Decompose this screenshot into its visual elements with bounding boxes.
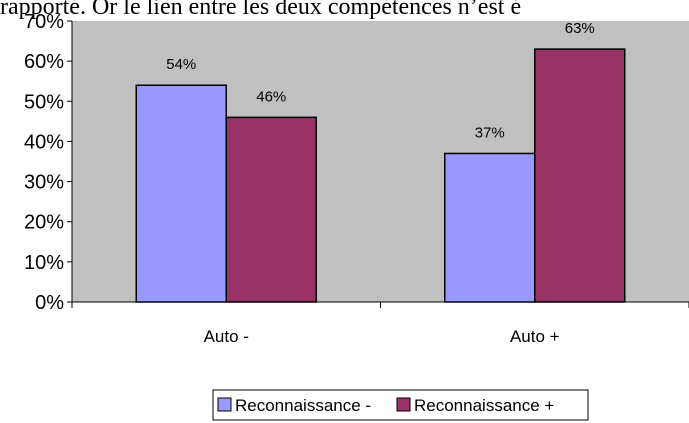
legend-swatch [217, 397, 232, 412]
bar [444, 152, 536, 303]
bars [135, 48, 626, 303]
x-axis: Auto - Auto + [71, 301, 689, 346]
y-tick-label: 70% [24, 11, 64, 33]
legend-swatch [396, 397, 411, 412]
legend: Reconnaissance - Reconnaissance + [212, 389, 589, 421]
bar [534, 48, 626, 303]
y-tick-label: 0% [35, 292, 64, 314]
bar [225, 116, 317, 303]
y-tick-label: 40% [24, 131, 64, 153]
header-text: rapporté. Or le lien entre les deux comp… [0, 0, 522, 20]
bar-data-label: 37% [475, 124, 505, 141]
bar-data-label: 46% [256, 88, 286, 105]
data-labels: 54% 46% 37% 63% [166, 20, 595, 141]
y-tick-label: 10% [24, 252, 64, 274]
y-tick-label: 20% [24, 212, 64, 234]
y-tick-label: 30% [24, 172, 64, 194]
bar-data-label: 63% [565, 20, 595, 37]
x-category-label: Auto + [510, 327, 560, 346]
legend-label: Reconnaissance + [414, 396, 554, 415]
bar [135, 84, 227, 303]
legend-label: Reconnaissance - [235, 396, 371, 415]
bar-data-label: 54% [166, 56, 196, 73]
y-axis: 0% 10% 20% 30% 40% 50% 60% 70% [24, 11, 73, 314]
y-tick-label: 50% [24, 91, 64, 113]
x-category-label: Auto - [204, 327, 249, 346]
y-tick-label: 60% [24, 51, 64, 73]
